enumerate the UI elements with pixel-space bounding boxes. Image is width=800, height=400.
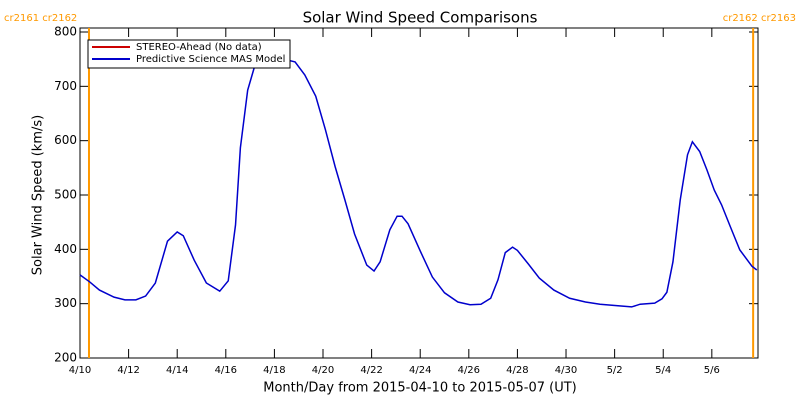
plot-frame [79,27,759,359]
x-tick-label: 5/2 [607,365,623,376]
y-tick-label: 400 [54,242,77,256]
legend-label: STEREO-Ahead (No data) [136,42,262,53]
x-tick-label: 4/12 [117,365,139,376]
x-tick-label: 4/16 [215,365,237,376]
x-tick-label: 5/6 [704,365,720,376]
chart-title: Solar Wind Speed Comparisons [303,9,538,27]
x-tick-label: 4/26 [458,365,480,376]
legend-box [87,39,291,69]
x-tick-label: 4/18 [263,365,285,376]
marker-label: cr2161 cr2162 [4,13,77,24]
x-tick-label: 5/4 [655,365,671,376]
x-tick-label: 4/28 [506,365,528,376]
y-axis-label: Solar Wind Speed (km/s) [31,115,46,275]
legend-label: Predictive Science MAS Model [136,54,285,65]
x-tick-label: 4/24 [409,365,431,376]
x-tick-label: 4/20 [312,365,334,376]
y-tick-label: 700 [54,79,77,93]
data-line [79,57,758,308]
y-tick-label: 800 [54,25,77,39]
marker-label: cr2162 cr2163 [723,13,796,24]
x-tick-label: 4/10 [69,365,91,376]
y-tick-label: 500 [54,188,77,202]
y-tick-label: 200 [54,351,77,365]
y-tick-label: 300 [54,296,77,310]
x-tick-label: 4/30 [555,365,577,376]
x-tick-label: 4/14 [166,365,188,376]
y-tick-label: 600 [54,133,77,147]
x-axis-label: Month/Day from 2015-04-10 to 2015-05-07 … [263,381,576,396]
x-tick-label: 4/22 [360,365,382,376]
